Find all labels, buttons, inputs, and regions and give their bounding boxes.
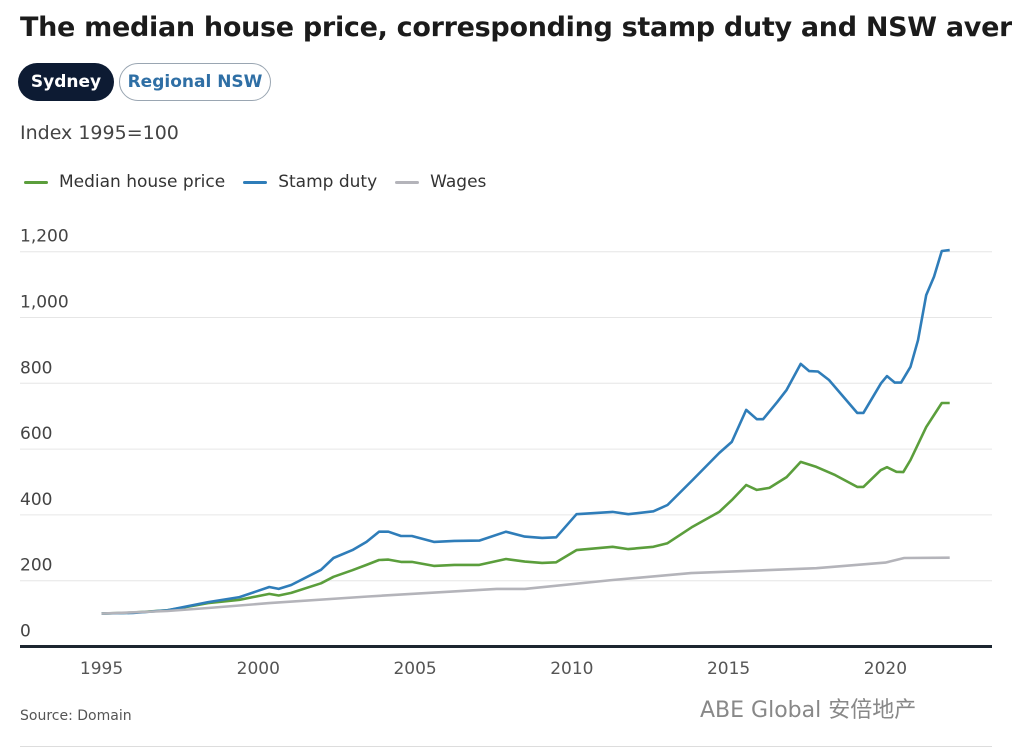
legend-label: Stamp duty bbox=[278, 172, 378, 192]
legend-item-stamp-duty: Stamp duty bbox=[243, 172, 377, 192]
divider bbox=[20, 746, 992, 747]
chart-title: The median house price, corresponding st… bbox=[20, 12, 1012, 43]
y-tick-label: 200 bbox=[20, 556, 52, 576]
series-line-wages bbox=[101, 556, 950, 615]
source-note: Source: Domain bbox=[20, 708, 132, 724]
y-tick-label: 800 bbox=[20, 358, 52, 378]
y-tick-label: 400 bbox=[20, 490, 52, 510]
y-tick-label: 600 bbox=[20, 424, 52, 444]
y-tick-label: 1,200 bbox=[20, 227, 69, 247]
legend-item-wages: Wages bbox=[395, 172, 486, 192]
y-tick-label: 1,000 bbox=[20, 293, 69, 313]
y-tick-label: 0 bbox=[20, 622, 31, 642]
legend-swatch-gray bbox=[395, 180, 420, 184]
legend-item-median-house-price: Median house price bbox=[24, 172, 225, 192]
legend-swatch-green bbox=[24, 180, 48, 184]
tab-sydney[interactable]: Sydney bbox=[18, 63, 114, 101]
x-tick-label: 2000 bbox=[237, 659, 280, 679]
x-tick-label: 1995 bbox=[80, 659, 123, 679]
x-tick-label: 2010 bbox=[550, 659, 593, 679]
chart-subtitle: Index 1995=100 bbox=[20, 122, 179, 144]
tab-regional-nsw[interactable]: Regional NSW bbox=[119, 63, 271, 101]
x-tick-label: 2015 bbox=[707, 659, 750, 679]
x-tick-label: 2005 bbox=[393, 659, 436, 679]
x-tick-label: 2020 bbox=[864, 659, 907, 679]
legend: Median house price Stamp duty Wages bbox=[24, 172, 504, 192]
series-line-median-house-price bbox=[101, 401, 950, 615]
watermark: ABE Global 安倍地产 bbox=[700, 698, 917, 723]
legend-label: Wages bbox=[430, 172, 487, 192]
legend-label: Median house price bbox=[59, 172, 226, 192]
legend-swatch-blue bbox=[243, 180, 268, 184]
series-line-stamp-duty bbox=[101, 248, 950, 615]
